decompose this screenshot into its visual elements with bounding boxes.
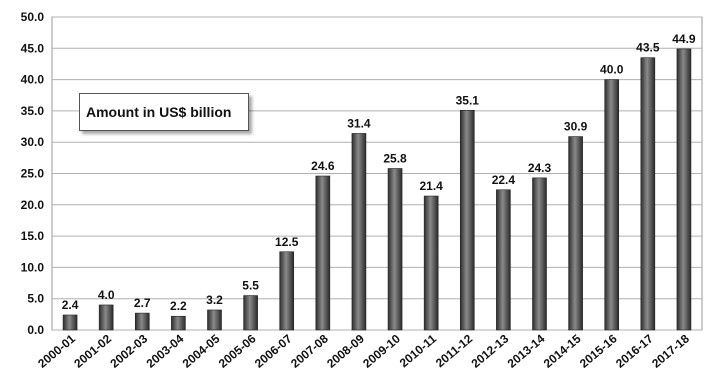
annotation-box: Amount in US$ billion <box>79 93 249 131</box>
bar <box>604 79 620 331</box>
value-label: 25.8 <box>383 151 407 165</box>
bar <box>171 315 186 331</box>
bar <box>423 195 439 331</box>
bar <box>279 251 295 331</box>
value-label: 31.4 <box>347 116 371 130</box>
value-label: 21.4 <box>419 179 443 193</box>
x-tick-label: 2004-05 <box>180 331 223 370</box>
x-tick-label: 2015-16 <box>577 331 620 370</box>
x-tick-label: 2014-15 <box>541 331 584 370</box>
bar <box>207 309 222 331</box>
value-label: 44.9 <box>672 32 696 46</box>
value-label: 4.0 <box>98 288 115 302</box>
x-tick-label: 2008-09 <box>324 331 367 370</box>
value-label: 24.6 <box>311 159 335 173</box>
x-tick-label: 2002-03 <box>107 331 150 370</box>
bar <box>243 295 258 331</box>
x-tick-label: 2012-13 <box>469 331 512 370</box>
bar <box>351 133 367 331</box>
bars <box>62 48 692 331</box>
annotation-text: Amount in US$ billion <box>86 104 232 120</box>
value-label: 5.5 <box>242 279 259 293</box>
y-tick-label: 5.0 <box>27 292 44 306</box>
bar <box>568 136 583 331</box>
bar <box>62 314 78 331</box>
x-tick-label: 2010-11 <box>397 331 439 370</box>
x-tick-label: 2001-02 <box>71 331 114 370</box>
bar <box>676 48 692 331</box>
value-label: 24.3 <box>528 161 552 175</box>
y-tick-label: 50.0 <box>21 10 45 24</box>
x-tick-label: 2011-12 <box>433 331 475 370</box>
gridlines <box>52 16 702 331</box>
bar <box>98 304 114 331</box>
x-tick-label: 2009-10 <box>360 331 403 370</box>
y-tick-label: 30.0 <box>21 135 45 149</box>
y-tick-label: 25.0 <box>21 167 45 181</box>
y-tick-label: 45.0 <box>21 41 45 55</box>
bar <box>387 168 403 331</box>
value-label: 2.4 <box>62 298 79 312</box>
bar <box>640 57 656 331</box>
bar <box>532 177 547 331</box>
value-label: 35.1 <box>456 93 480 107</box>
value-label: 22.4 <box>492 173 516 187</box>
y-tick-label: 40.0 <box>21 73 45 87</box>
bar <box>315 175 331 331</box>
x-tick-label: 2013-14 <box>505 331 548 370</box>
x-tick-label: 2016-17 <box>613 331 656 370</box>
x-tick-label: 2005-06 <box>216 331 259 370</box>
x-tick-label: 2017-18 <box>649 331 692 370</box>
x-tick-label: 2003-04 <box>144 331 187 370</box>
value-label: 2.2 <box>170 299 187 313</box>
bar <box>134 312 150 331</box>
x-tick-label: 2000-01 <box>35 331 78 370</box>
value-label: 3.2 <box>206 293 223 307</box>
value-label: 2.7 <box>134 296 151 310</box>
y-axis-ticks: 0.0 5.0 10.0 15.0 20.0 25.0 30.0 35.0 40.0 45.0 50… <box>21 10 45 337</box>
value-label: 43.5 <box>636 41 660 55</box>
bar <box>496 189 511 331</box>
y-tick-label: 15.0 <box>21 229 45 243</box>
value-labels: 2.4 4.0 2.7 2.2 3.2 5.5 12.5 24.6 31.4 25.8 21.4 35… <box>62 32 696 313</box>
x-tick-label: 2007-08 <box>288 331 331 370</box>
x-tick-label: 2006-07 <box>252 331 295 370</box>
value-label: 40.0 <box>600 63 624 77</box>
value-label: 30.9 <box>564 120 588 134</box>
x-axis-ticks: 2000-012001-022002-032003-042004-052005-… <box>35 331 692 370</box>
y-tick-label: 10.0 <box>21 260 45 274</box>
y-tick-label: 20.0 <box>21 198 45 212</box>
bar <box>459 109 475 331</box>
value-label: 12.5 <box>275 235 299 249</box>
y-tick-label: 35.0 <box>21 104 45 118</box>
y-tick-label: 0.0 <box>27 323 44 337</box>
